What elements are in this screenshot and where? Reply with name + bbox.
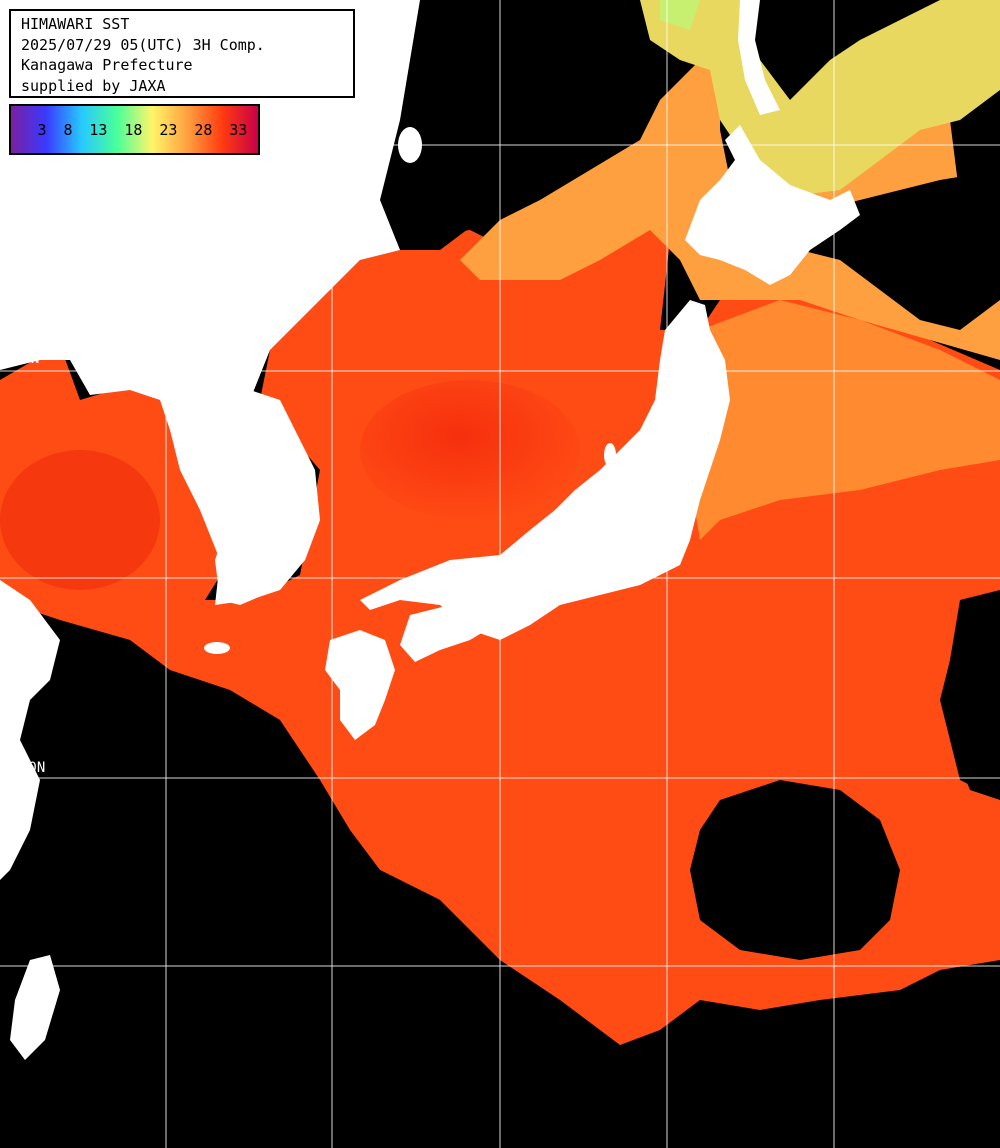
cloud-no-data-typhoon: [690, 780, 900, 960]
hot-spot-yellow-sea: [0, 450, 160, 590]
title-line-organization: Kanagawa Prefecture: [21, 56, 193, 74]
ocean-sst-north-cool: [660, 0, 700, 30]
land-sakhalin: [738, 0, 780, 115]
cloud-no-data-southwest: [0, 680, 340, 1148]
ocean-sst-pacific-cool: [690, 300, 1000, 540]
ocean-sst-okhotsk: [640, 0, 1000, 195]
legend-tick: 13: [89, 120, 108, 139]
latitude-label-40n: 40N: [14, 351, 40, 367]
title-line-product: HIMAWARI SST: [21, 15, 130, 33]
legend-tick: 8: [63, 120, 73, 139]
land-honshu: [360, 300, 730, 640]
color-scale-legend: 3 8 13 18 23 28 33: [9, 104, 260, 155]
legend-tick: 28: [194, 120, 213, 139]
title-line-credit: supplied by JAXA: [21, 76, 166, 95]
legend-tick: 18: [124, 120, 143, 139]
cloud-no-data-south: [260, 870, 1000, 1148]
latitude-label-30n: 30N: [20, 760, 46, 776]
land-kyushu: [325, 630, 395, 740]
land-shikoku: [400, 605, 495, 662]
land-china-coast: [0, 580, 60, 880]
cloud-no-data-east: [950, 590, 1000, 800]
land-jeju: [204, 642, 230, 654]
land-korea: [180, 390, 320, 605]
title-line-timestamp: 2025/07/29 05(UTC) 3H Comp.: [21, 35, 265, 54]
land-island-sado: [604, 443, 616, 467]
legend-tick: 3: [37, 120, 47, 139]
title-box: HIMAWARI SST 2025/07/29 05(UTC) 3H Comp.…: [9, 9, 355, 98]
legend-tick: 33: [229, 120, 248, 139]
land-taiwan: [10, 955, 60, 1060]
land-hokkaido: [685, 125, 860, 285]
hot-spot-japan-sea: [360, 380, 580, 520]
legend-tick: 23: [159, 120, 178, 139]
cloud-no-data-north: [380, 0, 640, 250]
